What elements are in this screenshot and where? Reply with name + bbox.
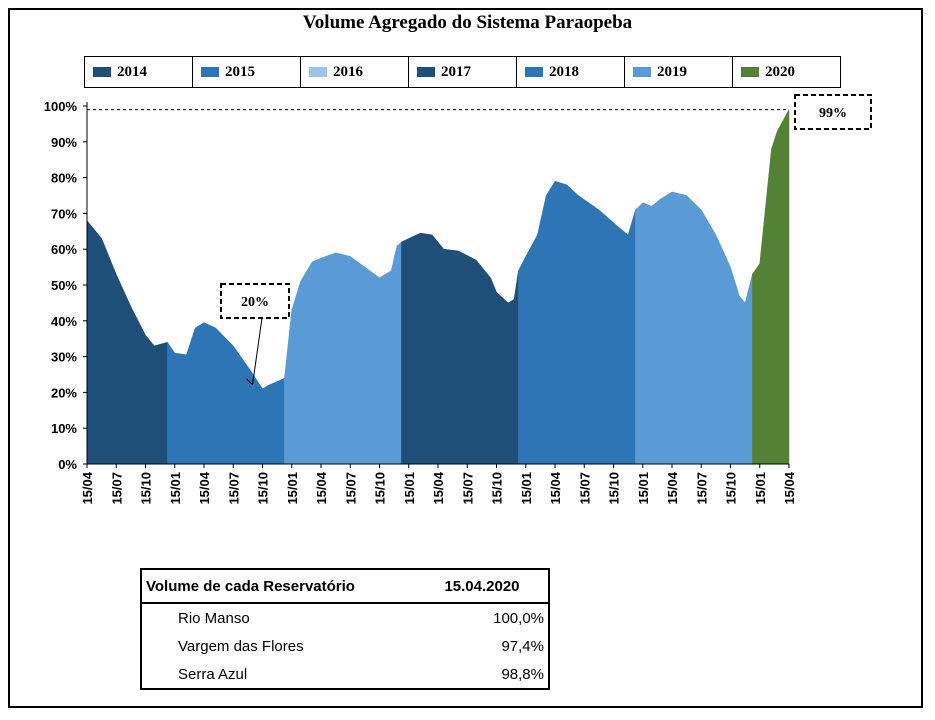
annotation-label: 20%: [241, 295, 269, 310]
x-tick-label: 15/01: [168, 472, 183, 505]
annotation-box: [220, 283, 290, 319]
x-tick-label: 15/04: [782, 471, 797, 504]
chart-title: Volume Agregado do Sistema Paraopeba: [302, 12, 633, 33]
y-tick-label: 10%: [51, 421, 77, 436]
y-tick-label: 70%: [51, 206, 77, 221]
legend-item-2015: 2015: [193, 57, 301, 87]
legend-label: 2020: [765, 63, 795, 80]
reservoir-table: Volume de cada Reservatório 15.04.2020 R…: [140, 568, 550, 690]
x-tick-label: 15/07: [460, 472, 475, 505]
x-tick-label: 15/04: [197, 471, 212, 504]
legend-swatch: [201, 67, 219, 77]
legend: 2014 2015 2016 2017 2018 2019 2020: [84, 56, 841, 88]
x-tick-label: 15/07: [343, 472, 358, 505]
x-tick-label: 15/04: [665, 471, 680, 504]
x-tick-label: 15/01: [402, 472, 417, 505]
y-tick-label: 0%: [58, 457, 77, 472]
reservoir-table-header-label: Volume de cada Reservatório: [146, 577, 355, 595]
annotation-box: [794, 94, 872, 130]
y-tick-label: 30%: [51, 350, 77, 365]
y-tick-label: 60%: [51, 242, 77, 257]
x-tick-label: 15/10: [724, 472, 739, 505]
x-tick-label: 15/07: [109, 472, 124, 505]
reservoir-name: Serra Azul: [178, 665, 248, 683]
y-tick-label: 90%: [51, 135, 77, 150]
area-series-2016: [284, 241, 402, 465]
area-series-2020: [752, 109, 790, 465]
legend-label: 2015: [225, 63, 255, 80]
x-tick-label: 15/01: [285, 472, 300, 505]
x-tick-label: 15/10: [373, 472, 388, 505]
legend-swatch: [93, 67, 111, 77]
reservoir-row: Vargem das Flores 97,4%: [142, 632, 548, 660]
x-tick-label: 15/04: [314, 471, 329, 504]
x-tick-label: 15/10: [139, 472, 154, 505]
legend-swatch: [525, 67, 543, 77]
area-series-2014: [86, 219, 168, 465]
annotation-arrowhead: [246, 375, 254, 386]
reservoir-value: 98,8%: [501, 665, 544, 683]
y-tick-label: 40%: [51, 314, 77, 329]
reservoir-name: Rio Manso: [178, 609, 250, 627]
reservoir-row: Rio Manso 100,0%: [142, 604, 548, 632]
legend-label: 2014: [117, 63, 147, 80]
area-series-2018: [518, 180, 636, 465]
x-tick-label: 15/10: [607, 472, 622, 505]
legend-item-2019: 2019: [625, 57, 733, 87]
legend-swatch: [417, 67, 435, 77]
legend-item-2017: 2017: [409, 57, 517, 87]
x-tick-label: 15/07: [226, 472, 241, 505]
x-tick-label: 15/04: [431, 471, 446, 504]
legend-swatch: [741, 67, 759, 77]
x-tick-label: 15/04: [548, 471, 563, 504]
legend-item-2016: 2016: [301, 57, 409, 87]
reservoir-value: 100,0%: [493, 609, 544, 627]
x-tick-label: 15/04: [80, 471, 95, 504]
x-tick-label: 15/10: [490, 472, 505, 505]
x-tick-label: 15/07: [577, 472, 592, 505]
y-tick-label: 100%: [44, 99, 78, 114]
reservoir-value: 97,4%: [501, 637, 544, 655]
legend-label: 2017: [441, 63, 471, 80]
x-tick-label: 15/10: [256, 472, 271, 505]
legend-label: 2016: [333, 63, 363, 80]
x-tick-label: 15/01: [636, 472, 651, 505]
x-tick-label: 15/07: [694, 472, 709, 505]
legend-label: 2019: [657, 63, 687, 80]
legend-swatch: [309, 67, 327, 77]
y-tick-label: 20%: [51, 385, 77, 400]
reservoir-name: Vargem das Flores: [178, 637, 304, 655]
reservoir-row: Serra Azul 98,8%: [142, 660, 548, 688]
area-series-2015: [167, 322, 285, 465]
legend-item-2014: 2014: [85, 57, 193, 87]
x-tick-label: 15/01: [753, 472, 768, 505]
reservoir-table-header: Volume de cada Reservatório 15.04.2020: [142, 570, 548, 604]
annotation-arrow: [252, 317, 263, 385]
annotation-label: 99%: [819, 106, 847, 121]
y-tick-label: 50%: [51, 278, 77, 293]
area-series-2017: [401, 232, 519, 465]
reservoir-table-header-date: 15.04.2020: [444, 577, 520, 595]
y-tick-label: 80%: [51, 171, 77, 186]
legend-label: 2018: [549, 63, 579, 80]
legend-item-2020: 2020: [733, 57, 840, 87]
legend-item-2018: 2018: [517, 57, 625, 87]
x-tick-label: 15/01: [519, 472, 534, 505]
legend-swatch: [633, 67, 651, 77]
area-series-2019: [635, 191, 753, 465]
